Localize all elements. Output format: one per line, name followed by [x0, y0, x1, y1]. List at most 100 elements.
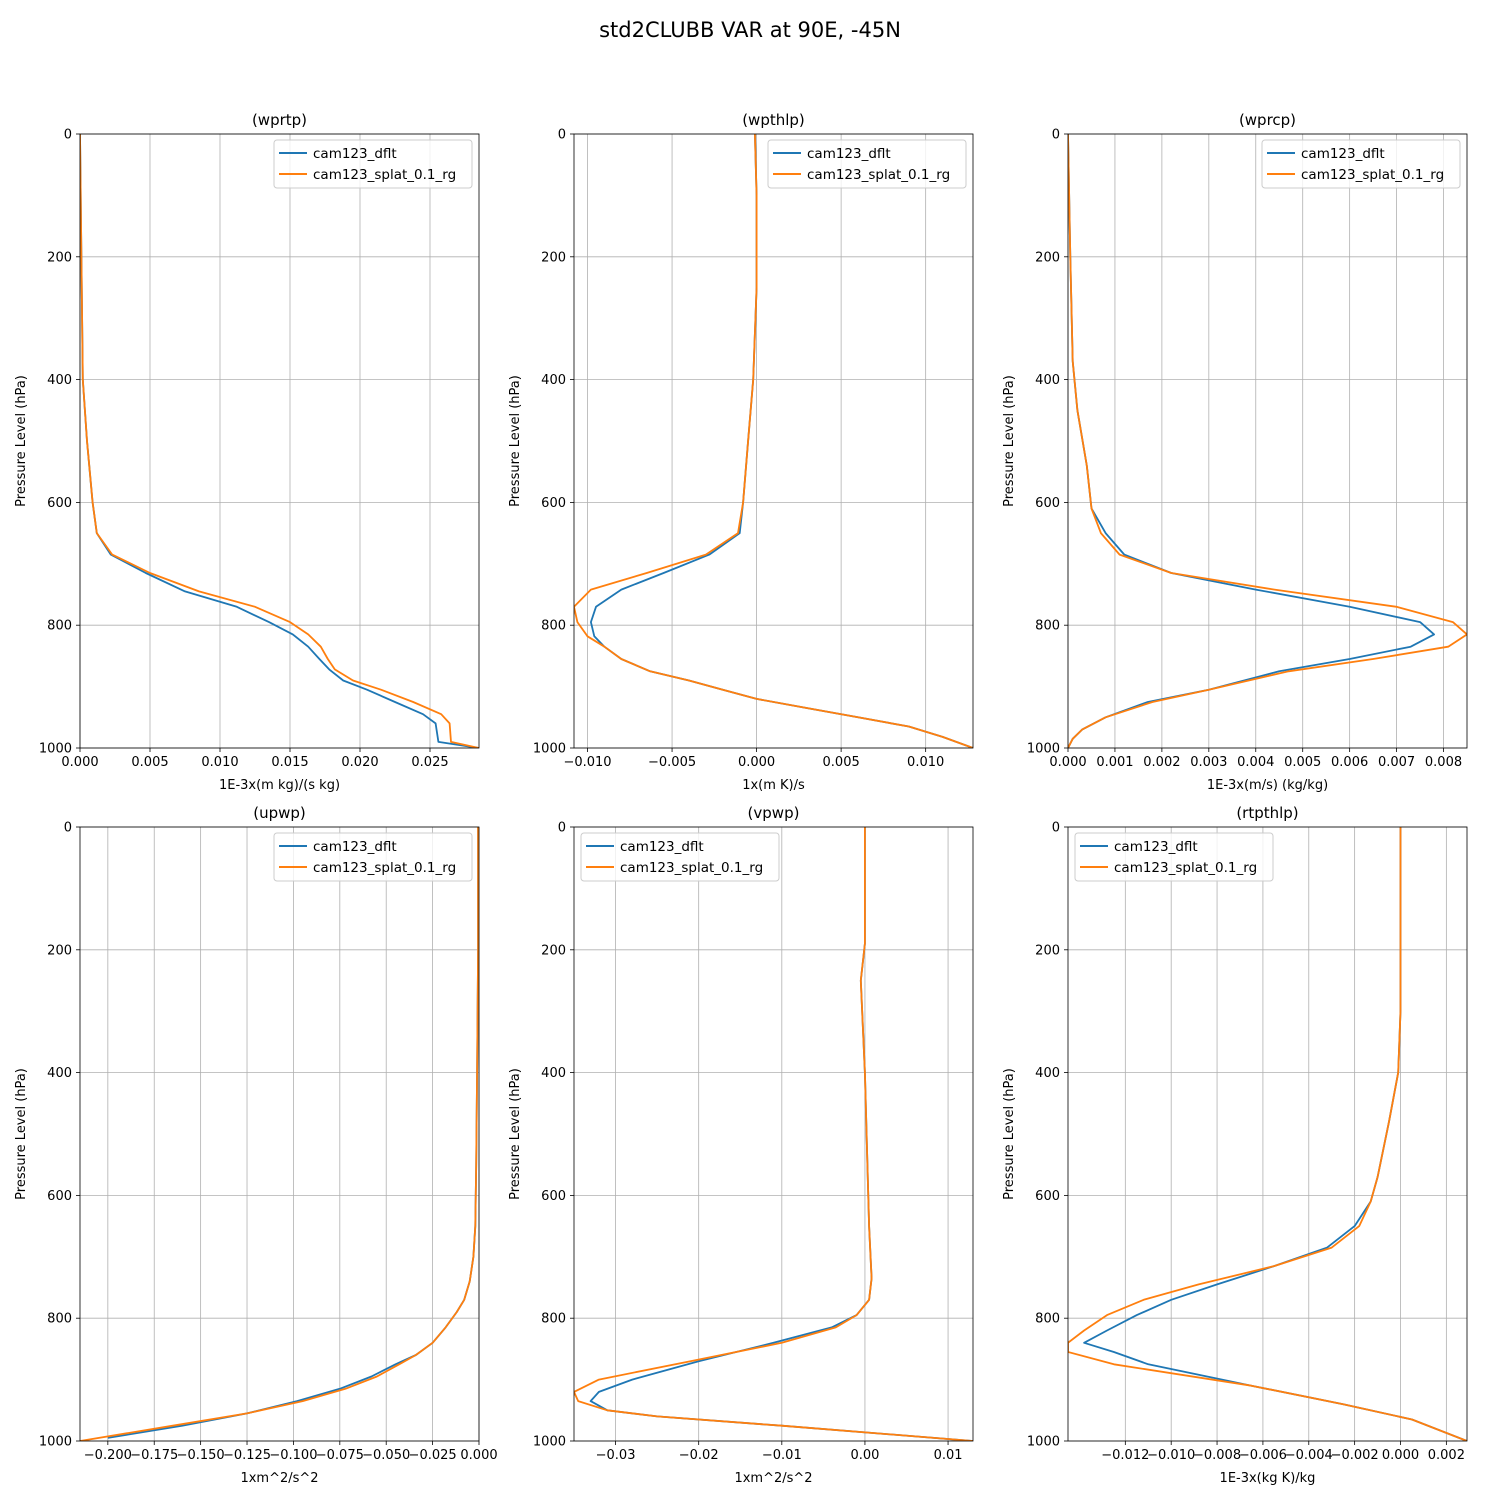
series-line [574, 827, 973, 1441]
y-tick-label: 600 [1035, 1189, 1060, 1204]
y-tick-label: 200 [541, 943, 566, 958]
x-tick-label: 0.005 [823, 755, 860, 770]
x-tick-label: 0.001 [1096, 755, 1133, 770]
y-tick-label: 0 [1052, 821, 1060, 836]
y-tick-label: 1000 [533, 742, 566, 757]
series-line [80, 827, 479, 1441]
x-tick-label: −0.02 [679, 1448, 719, 1463]
x-tick-label: 0.015 [271, 755, 308, 770]
x-tick-label: 0.006 [1331, 755, 1368, 770]
axes-frame [573, 826, 974, 1442]
y-tick-label: 600 [47, 496, 72, 511]
y-tick-label: 400 [1035, 373, 1060, 388]
legend: cam123_dflt cam123_splat_0.1_rg [273, 832, 473, 882]
x-tick-label: 0.010 [907, 755, 944, 770]
x-tick-label: 0.01 [934, 1448, 963, 1463]
y-tick-label: 800 [1035, 1312, 1060, 1327]
chart-title: (wprtp) [252, 111, 307, 129]
legend: cam123_dflt cam123_splat_0.1_rg [580, 832, 780, 882]
x-tick-label: 0.020 [341, 755, 378, 770]
chart-title: (upwp) [253, 804, 306, 822]
x-tick-label: 0.007 [1378, 755, 1415, 770]
y-tick-label: 400 [47, 1066, 72, 1081]
y-tick-label: 1000 [39, 742, 72, 757]
y-axis-label: Pressure Level (hPa) [14, 1068, 29, 1200]
legend: cam123_dflt cam123_splat_0.1_rg [767, 139, 967, 189]
x-tick-label: 0.004 [1237, 755, 1274, 770]
x-tick-label: 0.003 [1190, 755, 1227, 770]
y-tick-label: 400 [1035, 1066, 1060, 1081]
x-tick-label: −0.010 [1147, 1448, 1195, 1463]
x-tick-label: −0.008 [1193, 1448, 1241, 1463]
x-tick-label: −0.100 [269, 1448, 317, 1463]
legend: cam123_dflt cam123_splat_0.1_rg [1074, 832, 1274, 882]
y-tick-label: 400 [47, 373, 72, 388]
chart-title: (wpthlp) [742, 111, 805, 129]
x-tick-label: 0.000 [460, 1448, 497, 1463]
legend-frame [767, 139, 967, 189]
axes-frame [573, 133, 974, 749]
x-tick-label: 0.000 [1049, 755, 1086, 770]
x-tick-label: −0.03 [596, 1448, 636, 1463]
x-tick-label: −0.200 [84, 1448, 132, 1463]
chart-panel: −0.012−0.010−0.008−0.006−0.004−0.002 0.00… [1002, 804, 1468, 1486]
y-tick-label: 0 [558, 821, 566, 836]
x-tick-label: −0.004 [1285, 1448, 1333, 1463]
y-tick-label: 800 [541, 1312, 566, 1327]
legend-label: cam123_splat_0.1_rg [313, 860, 456, 876]
legend-label: cam123_splat_0.1_rg [807, 167, 950, 183]
legend-frame [273, 832, 473, 882]
chart-panel: 0.000 0.005 0.010 0.015 0.020 0.025 0 200 400 600… [14, 111, 480, 793]
legend-label: cam123_dflt [313, 839, 397, 855]
x-tick-label: −0.075 [316, 1448, 364, 1463]
x-tick-label: −0.002 [1331, 1448, 1379, 1463]
legend-label: cam123_dflt [1301, 146, 1385, 162]
axes-frame [1067, 826, 1468, 1442]
chart-panel: −0.03 −0.02 −0.01 0.00 0.01 0 200 400 600 800 1000… [508, 804, 974, 1486]
x-axis-label: 1E-3x(m kg)/(s kg) [219, 778, 340, 793]
x-tick-label: 0.00 [850, 1448, 879, 1463]
x-tick-label: −0.005 [648, 755, 696, 770]
series-line [1068, 134, 1467, 748]
legend-frame [273, 139, 473, 189]
x-tick-label: 0.025 [411, 755, 448, 770]
x-tick-label: −0.025 [409, 1448, 457, 1463]
figure-title: std2CLUBB VAR at 90E, -45N [599, 18, 901, 42]
x-tick-label: −0.006 [1239, 1448, 1287, 1463]
y-tick-label: 400 [541, 1066, 566, 1081]
chart-title: (rtpthlp) [1236, 804, 1298, 822]
legend-frame [1261, 139, 1461, 189]
x-axis-label: 1E-3x(m/s) (kg/kg) [1207, 778, 1328, 793]
y-tick-label: 1000 [1027, 1435, 1060, 1450]
chart-title: (vpwp) [748, 804, 800, 822]
legend-label: cam123_dflt [1114, 839, 1198, 855]
y-tick-label: 800 [47, 1312, 72, 1327]
x-tick-label: −0.175 [130, 1448, 178, 1463]
chart-panel: −0.200−0.175−0.150−0.125−0.100−0.075−0.0… [14, 804, 498, 1486]
y-tick-label: 200 [47, 250, 72, 265]
x-axis-label: 1E-3x(kg K)/kg [1220, 1471, 1316, 1486]
y-tick-label: 1000 [1027, 742, 1060, 757]
x-axis-label: 1xm^2/s^2 [734, 1471, 812, 1486]
y-axis-label: Pressure Level (hPa) [14, 375, 29, 507]
grid [1068, 826, 1467, 1442]
x-axis-label: 1xm^2/s^2 [240, 1471, 318, 1486]
axes-frame [79, 826, 480, 1442]
y-tick-label: 800 [1035, 619, 1060, 634]
x-tick-label: −0.010 [563, 755, 611, 770]
x-tick-label: 0.008 [1425, 755, 1462, 770]
x-tick-label: −0.050 [362, 1448, 410, 1463]
legend: cam123_dflt cam123_splat_0.1_rg [273, 139, 473, 189]
grid [80, 826, 480, 1442]
y-axis-label: Pressure Level (hPa) [1002, 1068, 1017, 1200]
legend-frame [580, 832, 780, 882]
legend-label: cam123_splat_0.1_rg [1301, 167, 1444, 183]
y-tick-label: 600 [541, 1189, 566, 1204]
chart-panel: 0.000 0.001 0.002 0.003 0.004 0.005 0.006 0.007… [1002, 111, 1468, 793]
axes-frame [79, 133, 480, 749]
legend-label: cam123_splat_0.1_rg [620, 860, 763, 876]
x-tick-label: 0.005 [131, 755, 168, 770]
series-line [80, 134, 479, 748]
y-tick-label: 0 [64, 821, 72, 836]
